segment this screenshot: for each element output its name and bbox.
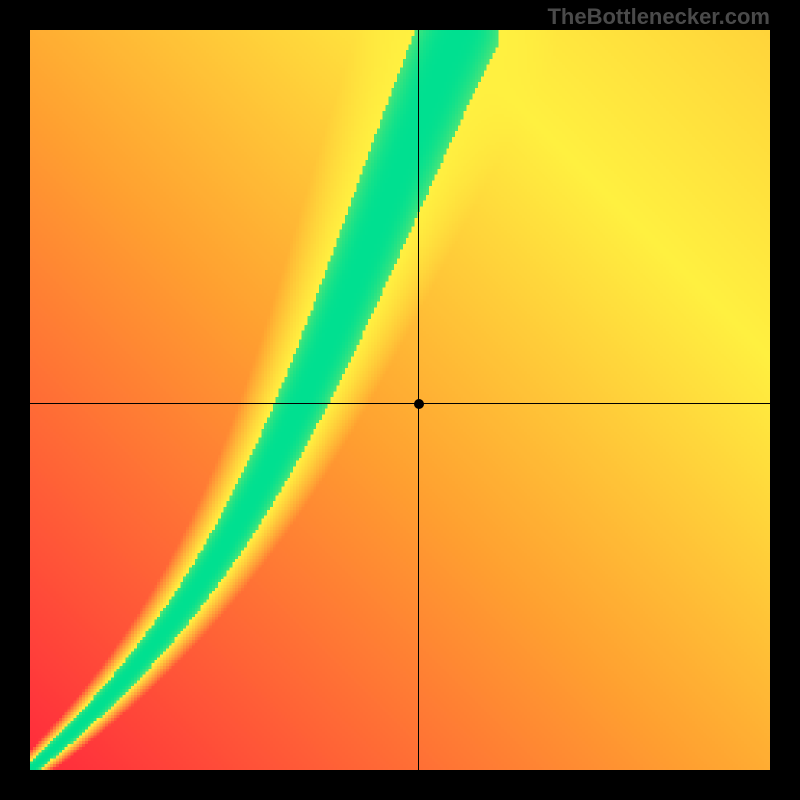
chart-container: TheBottlenecker.com <box>0 0 800 800</box>
heatmap-canvas <box>30 30 770 770</box>
crosshair-marker <box>414 399 424 409</box>
crosshair-horizontal <box>30 403 770 404</box>
watermark-text: TheBottlenecker.com <box>547 4 770 30</box>
